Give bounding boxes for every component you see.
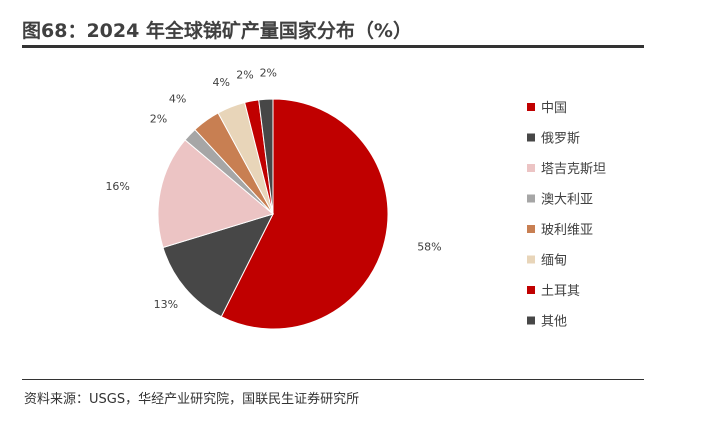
source-note: 资料来源：USGS，华经产业研究院，国联民生证券研究所 [24, 392, 360, 407]
legend-label-8: 其他 [541, 315, 567, 330]
legend-swatch-7 [527, 286, 535, 294]
pie-slice-3 [157, 139, 275, 249]
legend-label-5: 玻利维亚 [541, 223, 593, 238]
legend-swatch-6 [527, 255, 535, 264]
legend-label-2: 俄罗斯 [541, 132, 580, 147]
legend-label-7: 土耳其 [541, 284, 580, 299]
legend-label-4: 澳大利亚 [541, 192, 593, 208]
pie-slice-2 [162, 213, 274, 318]
legend-label-6: 缅甸 [541, 254, 567, 269]
source-rule [22, 379, 644, 380]
legend-swatch-1 [527, 103, 535, 111]
legend-label-1: 中国 [541, 101, 567, 116]
pie-label-8: 2% [260, 66, 277, 79]
title-rule [22, 45, 644, 48]
pie-label-3: 16% [105, 180, 129, 193]
legend-label-3: 塔吉克斯坦 [541, 162, 606, 177]
legend-swatch-8 [527, 316, 535, 325]
legend-swatch-5 [527, 225, 535, 233]
pie-label-6: 4% [212, 76, 229, 89]
legend-swatch-2 [527, 133, 535, 142]
pie-label-4: 2% [150, 113, 167, 126]
legend-swatch-3 [527, 164, 535, 172]
pie-label-5: 4% [169, 93, 186, 106]
figure-title: 图68：2024 年全球锑矿产量国家分布（%） [22, 20, 412, 42]
pie-slice-8 [258, 98, 274, 215]
pie-slice-1 [220, 98, 389, 330]
legend-swatch-4 [527, 194, 535, 203]
pie-label-7: 2% [236, 68, 253, 81]
pie-labels: 58%13%16%2%4%4%2% 2% [105, 66, 441, 311]
pie-label-2: 13% [154, 298, 178, 311]
pie-slices [157, 98, 389, 330]
pie-label-1: 58% [417, 240, 441, 253]
